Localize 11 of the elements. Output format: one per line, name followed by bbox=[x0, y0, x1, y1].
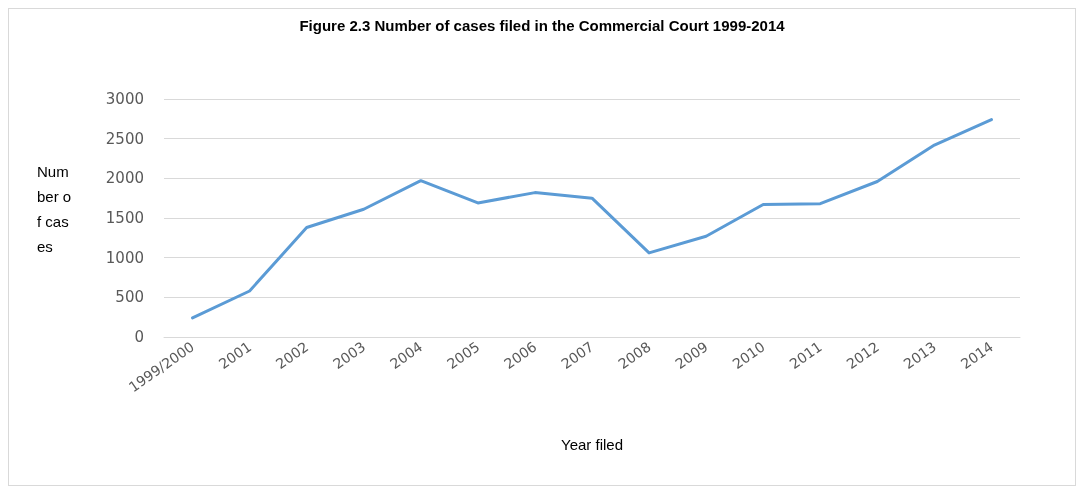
y-tick-label: 500 bbox=[115, 288, 144, 307]
y-tick-label: 2000 bbox=[105, 169, 144, 188]
y-tick-label: 3000 bbox=[105, 90, 144, 108]
y-tick-label: 1500 bbox=[105, 209, 144, 227]
chart-title: Figure 2.3 Number of cases filed in the Commercial Court 1999-2014 bbox=[299, 17, 786, 34]
y-tick-label: 1000 bbox=[105, 248, 144, 267]
y-tick-label: 2500 bbox=[105, 129, 144, 148]
y-axis-title: Number of cases bbox=[37, 163, 72, 255]
x-axis-title: Year filed bbox=[561, 436, 623, 453]
line-series bbox=[191, 118, 993, 320]
y-tick-label: 0 bbox=[134, 328, 144, 346]
